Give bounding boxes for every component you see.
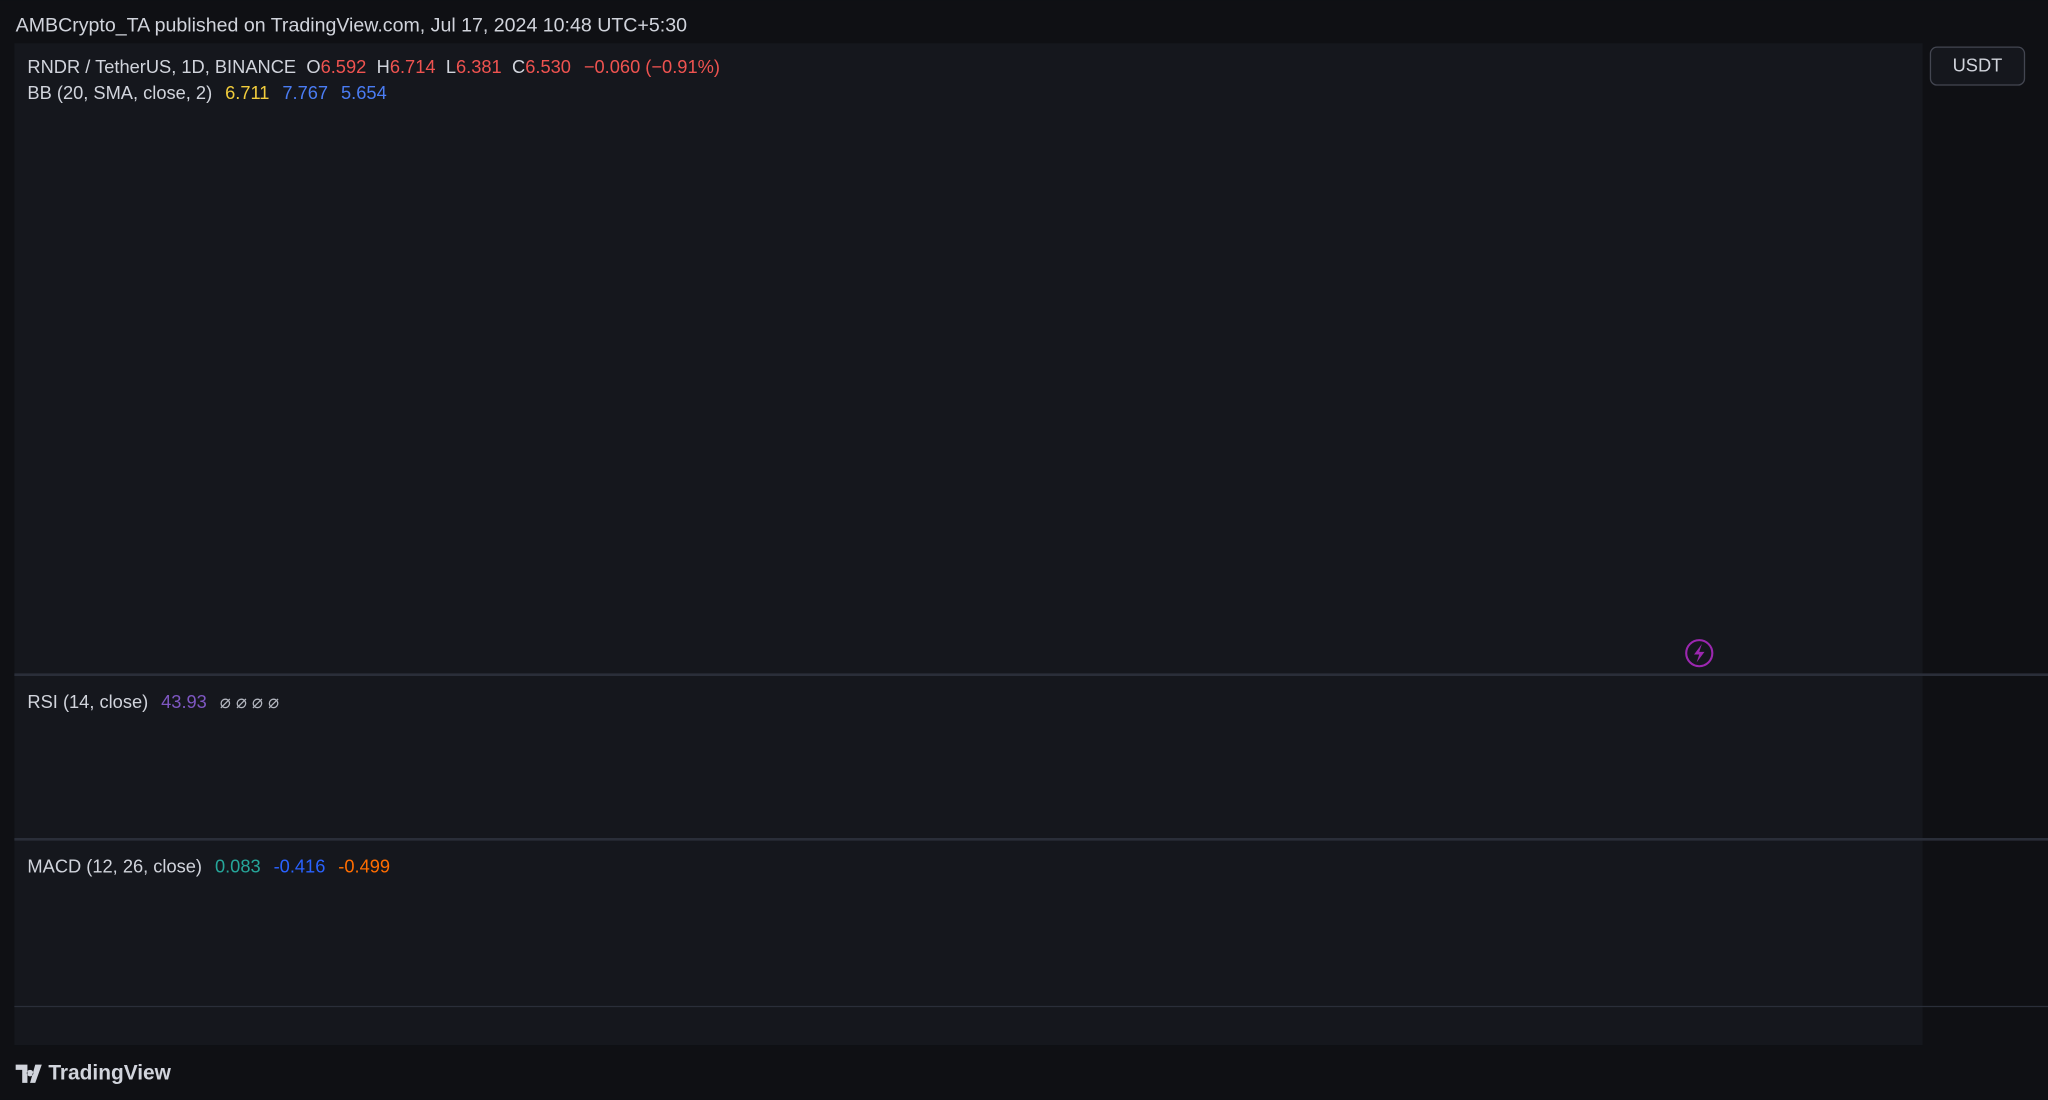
rsi-title: RSI (14, close): [27, 691, 148, 712]
currency-label[interactable]: USDT: [1953, 55, 2003, 76]
legend-letter: O: [306, 56, 320, 77]
legend-change: −0.060 (−0.91%): [584, 56, 720, 77]
alert-circle[interactable]: [1685, 639, 1714, 668]
logo-mark: [15, 1064, 42, 1083]
bb-upper-value: 7.767: [282, 82, 328, 103]
legend-letter: L: [446, 56, 456, 77]
legend-close: 6.530: [525, 56, 571, 77]
macd-line-value: -0.416: [274, 855, 326, 876]
plot-area: [14, 43, 1923, 1046]
alert-icon[interactable]: [1685, 639, 1714, 668]
bb-title: BB (20, SMA, close, 2): [27, 82, 212, 103]
alert-bolt[interactable]: [1694, 644, 1705, 663]
legend-high: 6.714: [390, 56, 436, 77]
macd-hist-value: 0.083: [215, 855, 261, 876]
footer-text: TradingView: [48, 1061, 171, 1084]
legend-letter: H: [377, 56, 390, 77]
currency-button[interactable]: [1929, 46, 2026, 86]
footer-logo: TradingView: [15, 1061, 172, 1084]
legend-letter: C: [512, 56, 525, 77]
legend-low: 6.381: [456, 56, 502, 77]
header-text: AMBCrypto_TA published on TradingView.co…: [16, 14, 687, 36]
symbol: RNDR / TetherUS, 1D, BINANCE: [27, 56, 296, 77]
rsi-status: ⌀ ⌀ ⌀ ⌀: [220, 691, 279, 712]
bb-lower-value: 5.654: [341, 82, 387, 103]
macd-legend: MACD (12, 26, close) 0.083 -0.416 -0.499: [27, 855, 390, 876]
macd-signal-value: -0.499: [338, 855, 390, 876]
bb-legend: BB (20, SMA, close, 2) 6.711 7.767 5.654: [27, 82, 386, 103]
rsi-value: 43.93: [161, 691, 207, 712]
bb-mid-value: 6.711: [225, 82, 269, 103]
rsi-legend: RSI (14, close) 43.93 ⌀ ⌀ ⌀ ⌀: [27, 691, 279, 712]
legend-open: 6.592: [321, 56, 367, 77]
price-legend: RNDR / TetherUS, 1D, BINANCE O6.592 H6.7…: [27, 56, 720, 77]
macd-title: MACD (12, 26, close): [27, 855, 202, 876]
